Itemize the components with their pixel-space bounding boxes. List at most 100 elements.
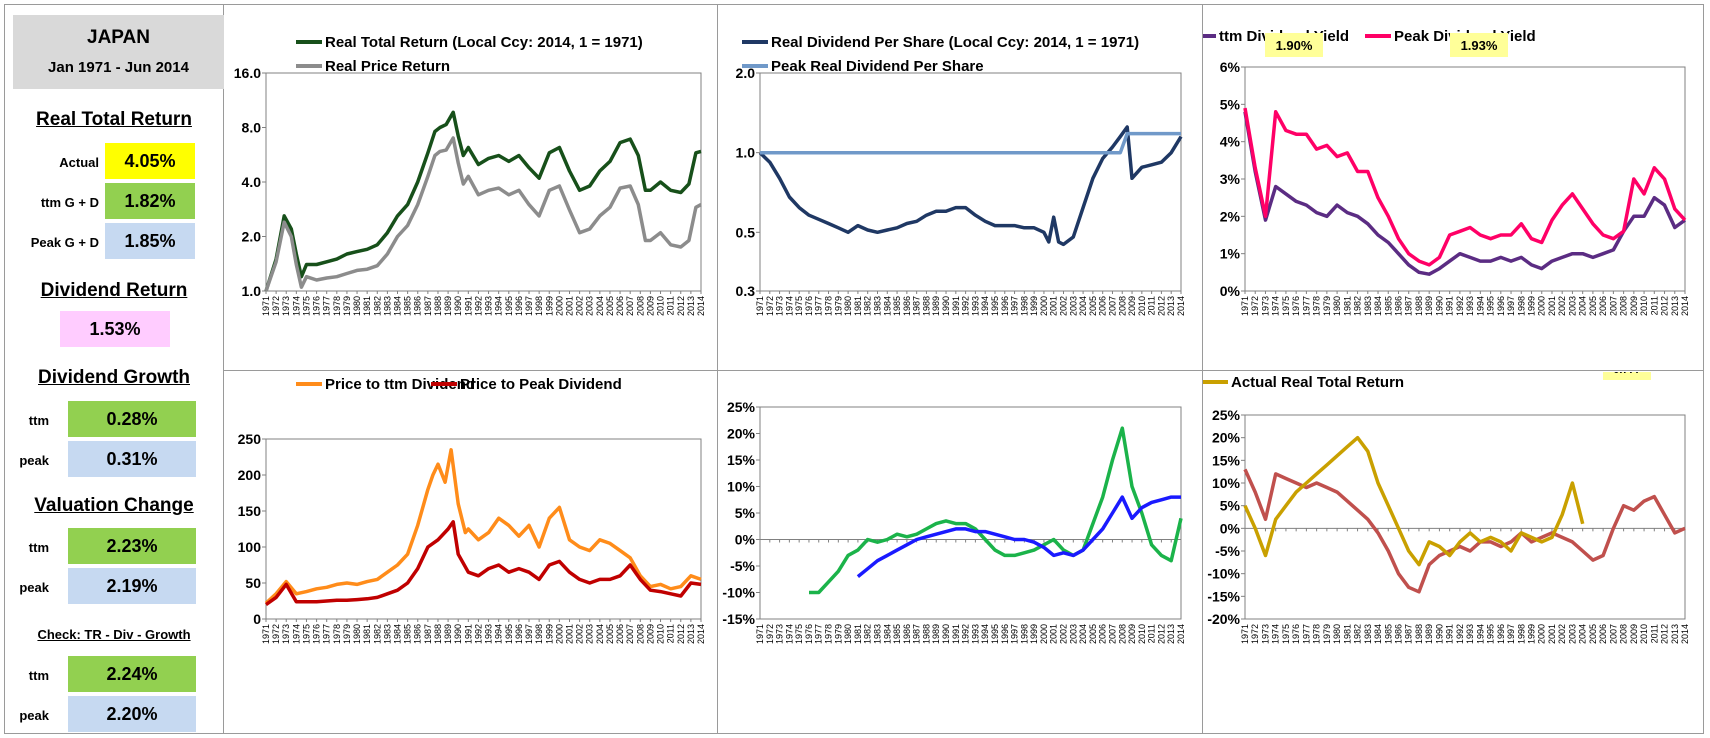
value-box: 0.31%: [68, 441, 196, 477]
x-tick-label: 2008: [635, 296, 645, 316]
x-tick-label: 2006: [1098, 296, 1108, 316]
series-line: [758, 125, 1183, 247]
x-tick-label: 1982: [863, 296, 873, 316]
x-tick-label: 1989: [931, 624, 941, 644]
x-tick-label: 1977: [814, 624, 824, 644]
x-tick-label: 1984: [1373, 624, 1383, 644]
x-tick-label: 2004: [1078, 296, 1088, 316]
y-tick-label: 5%: [735, 505, 756, 521]
x-tick-label: 2011: [1147, 296, 1157, 315]
x-tick-label: 2013: [1670, 624, 1680, 644]
divider: [1202, 5, 1203, 733]
x-tick-label: 1992: [1455, 296, 1465, 316]
x-tick-label: 1971: [755, 296, 765, 316]
legend-label: Price to Peak Dividend: [460, 376, 622, 393]
x-tick-label: 2010: [656, 624, 666, 644]
x-tick-label: 1987: [1404, 296, 1414, 316]
x-tick-label: 2000: [554, 624, 564, 644]
yield-label: 1.90%: [1276, 38, 1313, 53]
x-tick-label: 2014: [1680, 296, 1690, 316]
x-tick-label: 1987: [912, 624, 922, 644]
x-tick-label: 1974: [1271, 624, 1281, 644]
x-tick-label: 2013: [686, 624, 696, 644]
x-tick-label: 1972: [1250, 624, 1260, 644]
x-tick-label: 1974: [291, 624, 301, 644]
x-tick-label: 1995: [1486, 296, 1496, 316]
section-title: Valuation Change: [34, 495, 194, 516]
x-tick-label: 2000: [1039, 624, 1049, 644]
x-tick-label: 2009: [1629, 624, 1639, 644]
y-tick-label: -10%: [1207, 566, 1240, 582]
x-tick-label: 1987: [912, 296, 922, 316]
x-tick-label: 1978: [824, 296, 834, 316]
x-tick-label: 2013: [1670, 296, 1680, 316]
row-label: ttm: [28, 668, 49, 683]
x-tick-label: 2007: [1608, 296, 1618, 316]
x-tick-label: 1983: [382, 624, 392, 644]
row-label: Actual: [59, 155, 99, 170]
x-tick-label: 2013: [1166, 624, 1176, 644]
x-tick-label: 1984: [882, 624, 892, 644]
x-tick-label: 1988: [1414, 624, 1424, 644]
yield-label: 1.93%: [1461, 38, 1498, 53]
x-tick-label: 1986: [1393, 624, 1403, 644]
x-tick-label: 1977: [322, 296, 332, 316]
x-tick-label: 2002: [575, 624, 585, 644]
x-tick-label: 1993: [970, 624, 980, 644]
x-tick-label: 1995: [990, 296, 1000, 316]
y-tick-label: 0%: [735, 532, 756, 548]
y-tick-label: 3%: [1220, 171, 1241, 187]
y-tick-label: 150: [238, 503, 262, 519]
x-tick-label: 1996: [1496, 624, 1506, 644]
y-tick-label: 5%: [1220, 498, 1241, 514]
x-tick-label: 1995: [504, 296, 514, 316]
x-tick-label: 2005: [605, 624, 615, 644]
x-tick-label: 1985: [403, 296, 413, 316]
x-tick-label: 2006: [615, 296, 625, 316]
x-tick-label: 1999: [1029, 624, 1039, 644]
y-tick-label: 2.0: [242, 229, 262, 245]
legend-entry: Real Total Return (Local Ccy: 2014, 1 = …: [296, 34, 643, 51]
x-tick-label: 1993: [1465, 624, 1475, 644]
section-title: Check: TR - Div - Growth: [37, 627, 191, 642]
x-tick-label: 1980: [352, 296, 362, 316]
y-tick-label: -15%: [1207, 588, 1240, 604]
y-tick-label: 4%: [1220, 134, 1241, 150]
value-box: 4.05%: [105, 143, 195, 179]
x-tick-label: 2009: [1127, 296, 1137, 316]
y-tick-label: 6%: [1220, 59, 1241, 75]
x-tick-label: 2011: [1649, 296, 1659, 315]
x-tick-label: 1971: [1240, 624, 1250, 644]
y-tick-label: -10%: [722, 585, 755, 601]
x-tick-label: 1985: [1383, 624, 1393, 644]
x-tick-label: 1982: [1353, 296, 1363, 316]
x-tick-label: 2012: [1660, 296, 1670, 316]
x-tick-label: 1986: [413, 624, 423, 644]
x-tick-label: 1974: [1271, 296, 1281, 316]
x-tick-label: 2003: [1068, 296, 1078, 316]
plot-area: [265, 438, 702, 620]
x-tick-label: 1980: [352, 624, 362, 644]
x-tick-label: 2006: [1598, 624, 1608, 644]
x-tick-label: 2003: [1068, 624, 1078, 644]
x-tick-label: 2008: [635, 624, 645, 644]
divider: [223, 5, 224, 733]
x-tick-label: 1973: [1260, 624, 1270, 644]
section-title: Real Total Return: [36, 109, 192, 130]
x-tick-label: 1998: [1516, 296, 1526, 316]
x-tick-label: 1994: [494, 296, 504, 316]
x-tick-label: 1978: [1312, 624, 1322, 644]
x-tick-label: 2008: [1117, 296, 1127, 316]
x-tick-label: 1989: [1424, 624, 1434, 644]
x-tick-label: 1986: [413, 296, 423, 316]
x-tick-label: 2005: [1588, 624, 1598, 644]
x-tick-label: 1983: [382, 296, 392, 316]
x-tick-label: 1976: [312, 296, 322, 316]
total-return-chart: Real Total Return (Local Ccy: 2014, 1 = …: [234, 34, 706, 316]
x-tick-label: 2012: [1156, 296, 1166, 316]
y-tick-label: 8.0: [242, 120, 262, 136]
y-tick-label: 0%: [1220, 283, 1241, 299]
x-tick-label: 1999: [1527, 624, 1537, 644]
x-tick-label: 1990: [1434, 296, 1444, 316]
